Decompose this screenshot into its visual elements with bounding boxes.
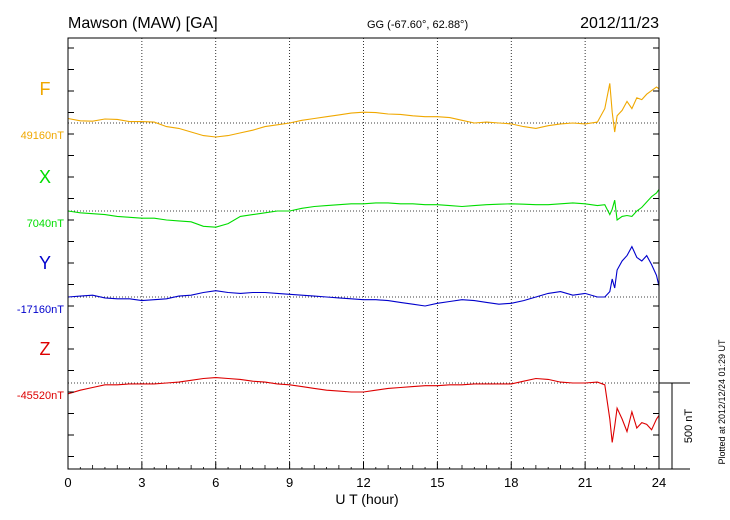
x-tick-label: 18 [504, 475, 518, 490]
x-tick-label: 21 [578, 475, 592, 490]
component-label-z: Z [40, 339, 51, 359]
trace-f [67, 83, 660, 138]
baselines [68, 122, 659, 384]
x-tick-label: 15 [430, 475, 444, 490]
station-title: Mawson (MAW) [GA] [68, 15, 218, 32]
component-label-x: X [39, 167, 51, 187]
x-tick-label: 9 [286, 475, 293, 490]
x-tick-label: 6 [212, 475, 219, 490]
baseline-value-f: 49160nT [21, 130, 65, 142]
component-labels: F 49160nT X 7040nT Y -17160nT Z -45520nT [17, 79, 64, 402]
x-tick-label: 24 [652, 475, 666, 490]
trace-z [67, 377, 660, 443]
baseline-value-x: 7040nT [27, 218, 65, 230]
trace-x [67, 189, 660, 228]
coords-label: GG (-67.60°, 62.88°) [367, 19, 468, 31]
x-tick-label: 12 [356, 475, 370, 490]
baseline-value-y: -17160nT [17, 304, 64, 316]
date-label: 2012/11/23 [580, 15, 659, 32]
x-tick-label: 0 [64, 475, 71, 490]
component-label-y: Y [39, 253, 51, 273]
trace-y [67, 245, 660, 307]
scale-bar-label: 500 nT [683, 409, 695, 444]
x-tick-label: 3 [138, 475, 145, 490]
grid-lines [141, 38, 586, 469]
x-axis-ticks: 0 3 6 9 12 15 18 21 24 [64, 462, 666, 490]
baseline-value-z: -45520nT [17, 390, 64, 402]
plotted-note: Plotted at 2012/12/24 01:29 UT [717, 339, 727, 465]
x-axis-label: U T (hour) [335, 491, 398, 507]
component-label-f: F [40, 79, 51, 99]
scale-bar: 500 nT [659, 382, 695, 470]
traces [67, 83, 660, 443]
